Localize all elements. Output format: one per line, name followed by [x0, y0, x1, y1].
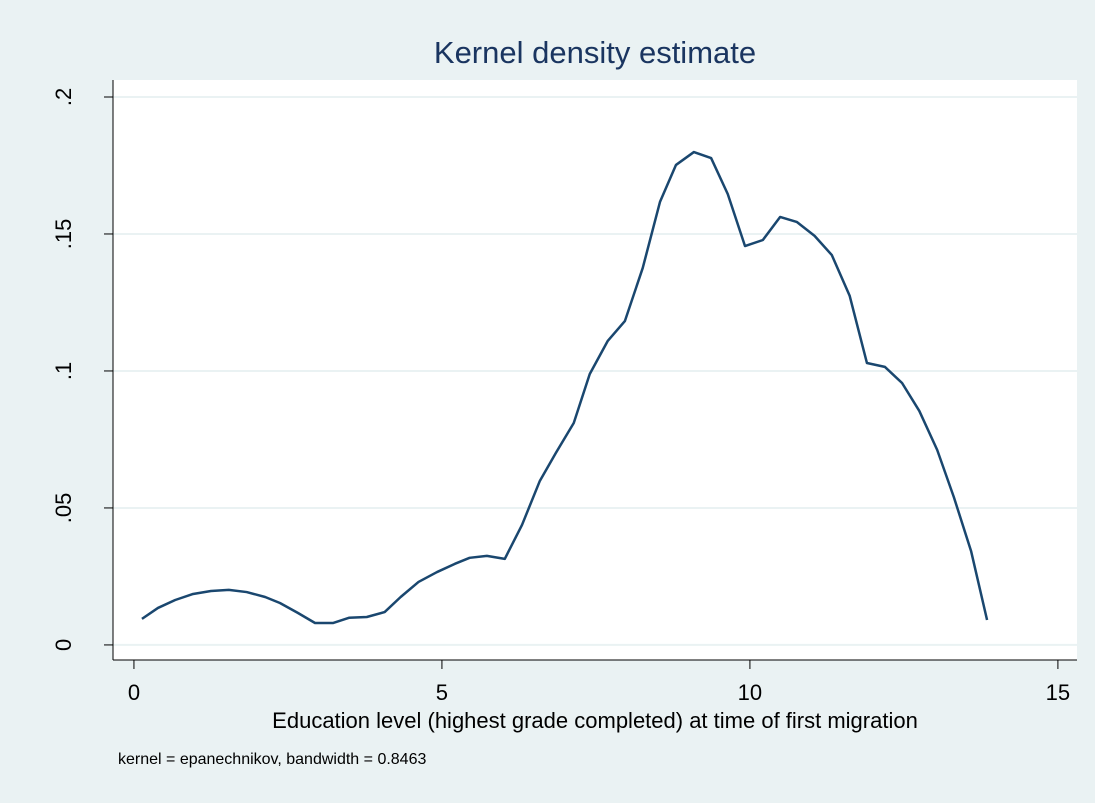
density-line [141, 150, 989, 625]
note: kernel = epanechnikov, bandwidth = 0.846… [118, 751, 426, 768]
x-tick-label: 0 [128, 680, 140, 705]
y-tick-label: .05 [51, 493, 76, 524]
x-tick-label: 15 [1046, 680, 1070, 705]
y-tick-label: .1 [51, 362, 76, 380]
y-tick-label: .2 [51, 88, 76, 106]
chart-title: Kernel density estimate [434, 35, 756, 70]
x-axis-label: Education level (highest grade completed… [272, 708, 918, 733]
y-tick-label: .15 [51, 219, 76, 250]
y-tick-label: 0 [51, 639, 76, 651]
x-tick-label: 5 [436, 680, 448, 705]
x-tick-label: 10 [738, 680, 762, 705]
